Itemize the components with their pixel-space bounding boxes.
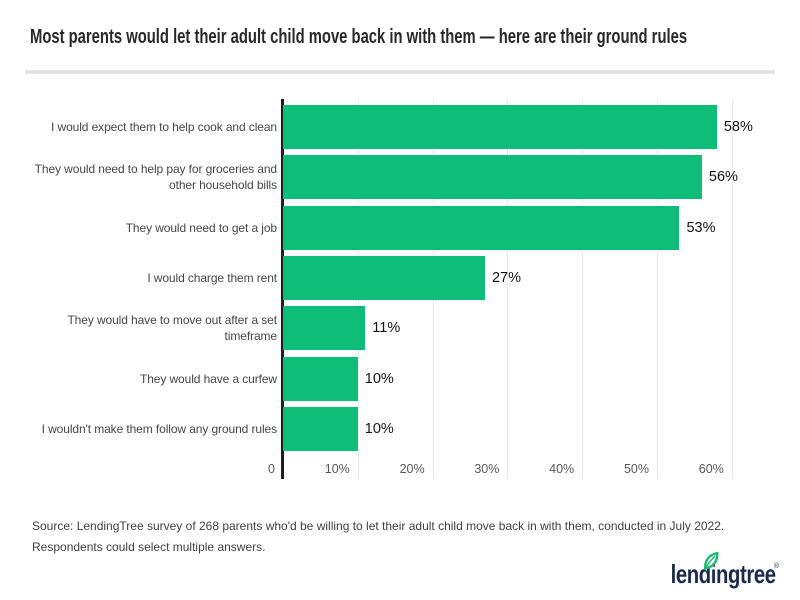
category-label: I wouldn't make them follow any ground r… [41,421,277,436]
table-row: I wouldn't make them follow any ground r… [21,404,789,454]
gridline [507,99,509,479]
bar [283,256,485,301]
gridline [582,99,584,479]
table-row: They would have to move out after a set … [21,303,789,353]
bar [283,205,680,250]
value-label: 10% [364,420,394,437]
x-tick-label: 0 [268,462,275,476]
value-label: 56% [708,169,738,186]
leaf-icon [703,551,719,570]
x-tick-label: 20% [399,462,425,476]
bar [283,105,717,150]
x-tick-label: 30% [474,462,500,476]
lendingtree-logo: lendingtree ® [626,550,779,590]
bar-track: 56% [283,155,789,200]
y-axis-line [281,99,284,479]
source-note: Source: LendingTree survey of 268 parent… [32,519,725,554]
x-tick-label: 10% [324,462,350,476]
table-row: I would charge them rent 27% [21,253,789,303]
bar [283,155,702,200]
category-label: They would have to move out after a set … [67,313,277,344]
value-label: 53% [686,219,716,236]
x-tick-label: 40% [549,462,575,476]
bar-track: 58% [283,105,789,150]
x-tick-label: 60% [698,462,724,476]
title-divider [25,70,775,74]
value-label: 27% [491,270,521,287]
table-row: They would need to get a job 53% [21,203,789,253]
gridline [731,99,733,479]
bar-track: 10% [283,406,789,451]
bar [283,356,358,401]
registered-trademark: ® [773,563,779,570]
bar [283,306,366,351]
bar-track: 53% [283,205,789,250]
chart-title: Most parents would let their adult child… [30,26,688,49]
bar-track: 27% [283,256,789,301]
category-label: I would charge them rent [147,271,277,286]
value-label: 58% [723,119,753,136]
category-label: They would have a curfew [139,371,277,386]
x-tick-label: 50% [623,462,649,476]
category-label: They would need to help pay for grocerie… [34,162,277,193]
bar [283,406,358,451]
bar-track: 10% [283,356,789,401]
bar-chart: I would expect them to help cook and cle… [21,99,789,484]
chart-rows: I would expect them to help cook and cle… [21,102,789,454]
logo-wordmark: lendingtree [670,559,776,589]
category-label: They would need to get a job [125,220,277,235]
value-label: 11% [372,320,401,337]
table-row: I would expect them to help cook and cle… [21,102,789,152]
table-row: They would need to help pay for grocerie… [21,152,789,202]
gridline [657,99,658,479]
table-row: They would have a curfew 10% [21,353,789,403]
category-label: I would expect them to help cook and cle… [51,120,277,135]
value-label: 10% [364,370,394,387]
bar-track: 11% [283,306,789,351]
